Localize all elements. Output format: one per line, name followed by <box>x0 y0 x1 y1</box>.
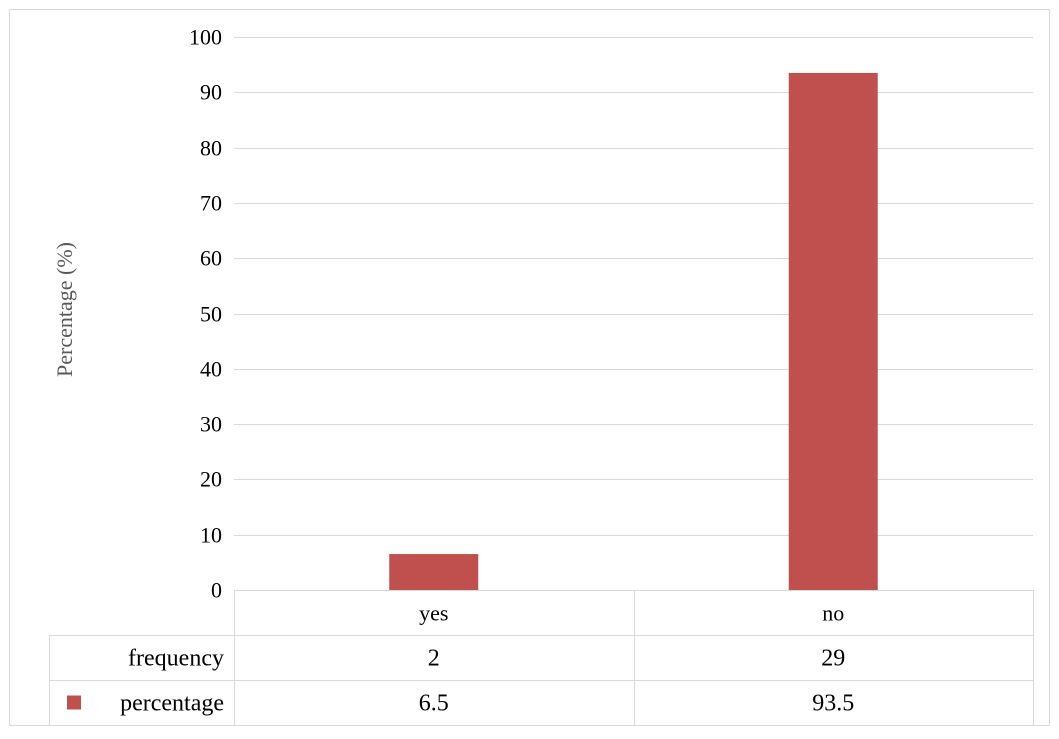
y-tick-label: 70 <box>200 191 222 216</box>
bars <box>389 72 878 590</box>
y-tick-label: 60 <box>200 246 222 271</box>
y-axis-ticks: 0 10 20 30 40 50 60 70 80 90 100 <box>189 25 222 603</box>
y-axis-label: Percentage (%) <box>52 242 77 377</box>
table-cell-value: 29 <box>821 646 845 672</box>
y-tick-label: 0 <box>211 578 222 603</box>
y-tick-label: 30 <box>200 412 222 437</box>
y-tick-label: 90 <box>200 80 222 105</box>
table-cell-value: 93.5 <box>812 691 854 717</box>
table-cell-value: 2 <box>428 646 440 672</box>
x-category-label: no <box>822 601 844 626</box>
legend-key-swatch <box>67 695 81 710</box>
y-tick-label: 20 <box>200 467 222 492</box>
table-row-label: percentage <box>120 691 224 717</box>
y-tick-label: 100 <box>189 25 222 50</box>
table-row-label: frequency <box>128 646 224 672</box>
x-category-label: yes <box>419 601 448 626</box>
y-tick-label: 50 <box>200 302 222 327</box>
chart-frame <box>9 9 1050 726</box>
y-tick-label: 40 <box>200 357 222 382</box>
bar <box>389 554 479 590</box>
y-tick-label: 80 <box>200 136 222 161</box>
y-tick-label: 10 <box>200 523 222 548</box>
bar <box>788 72 878 590</box>
table-cell-value: 6.5 <box>419 691 449 717</box>
data-table: yes no frequency 2 29 percentage 6.5 93.5 <box>49 590 1034 726</box>
gridlines <box>234 37 1033 536</box>
